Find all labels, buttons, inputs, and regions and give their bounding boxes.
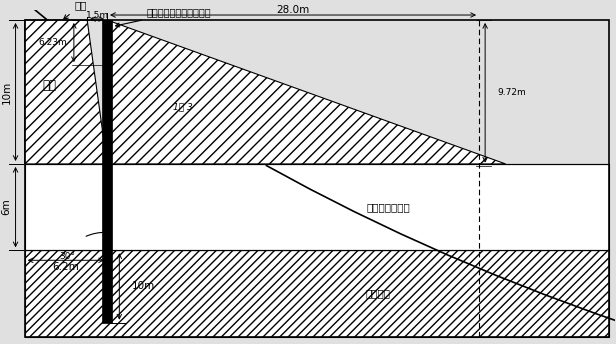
Text: 6.23m: 6.23m xyxy=(38,38,67,47)
Text: 滑弧: 滑弧 xyxy=(63,0,87,19)
Polygon shape xyxy=(25,20,107,164)
Text: 6.2m: 6.2m xyxy=(52,262,79,272)
Text: 粉质坩土: 粉质坩土 xyxy=(366,289,391,299)
Text: 堆身: 堆身 xyxy=(43,79,57,92)
Text: 10m: 10m xyxy=(1,80,11,104)
Text: 高压旋噴抗滑框加固位置: 高压旋噴抗滑框加固位置 xyxy=(116,7,211,27)
Text: 10m: 10m xyxy=(132,281,155,291)
Polygon shape xyxy=(25,250,609,337)
Polygon shape xyxy=(107,20,506,164)
Bar xyxy=(102,20,111,323)
Text: 28.0m: 28.0m xyxy=(277,5,310,15)
Text: 淤泥质粉质坩土: 淤泥质粉质坩土 xyxy=(367,202,411,212)
Text: 6m: 6m xyxy=(1,199,11,215)
Text: 1： 3: 1： 3 xyxy=(174,102,193,111)
Text: 30°: 30° xyxy=(59,252,75,261)
Text: 9.72m: 9.72m xyxy=(497,88,526,97)
Polygon shape xyxy=(25,164,609,250)
Text: 1.5m: 1.5m xyxy=(86,11,108,20)
